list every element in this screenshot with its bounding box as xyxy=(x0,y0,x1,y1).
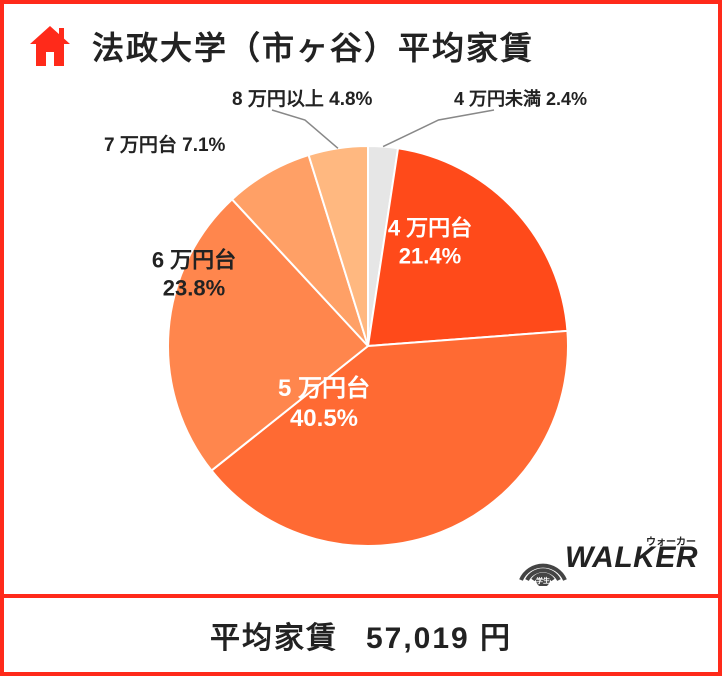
leader-line xyxy=(383,110,494,147)
slice-label: 6 万円台23.8% xyxy=(152,247,236,302)
slice-label: 4 万円未満 2.4% xyxy=(454,88,587,111)
footer-text: 平均家賃 57,019 円 xyxy=(210,613,512,657)
main-area: 法政大学（市ヶ谷）平均家賃 4 万円未満 2.4% 4 万円台21.4% 5 万円台… xyxy=(4,4,718,594)
page-title: 法政大学（市ヶ谷）平均家賃 xyxy=(92,23,534,69)
logo-arcs-icon: 学生 xyxy=(515,530,571,586)
header: 法政大学（市ヶ谷）平均家賃 xyxy=(4,4,718,70)
slice-label: 8 万円以上 4.8% xyxy=(232,88,372,112)
logo-badge-text: 学生 xyxy=(536,576,550,585)
infographic-frame: 法政大学（市ヶ谷）平均家賃 4 万円未満 2.4% 4 万円台21.4% 5 万円台… xyxy=(0,0,722,676)
logo-ruby-text: ウォーカー xyxy=(646,533,696,548)
footer-bar: 平均家賃 57,019 円 xyxy=(4,594,718,672)
brand-logo: 学生 WALKER ウォーカー xyxy=(515,530,698,586)
footer-value: 57,019 円 xyxy=(366,622,512,655)
pie-chart: 4 万円未満 2.4% 4 万円台21.4% 5 万円台40.5% 6 万円台23.8… xyxy=(4,84,718,584)
leader-line xyxy=(272,110,338,148)
logo-text: WALKER ウォーカー xyxy=(565,541,698,575)
house-icon xyxy=(26,22,74,70)
pie-svg xyxy=(168,146,568,546)
footer-label: 平均家賃 xyxy=(210,622,338,655)
slice-label: 7 万円台 7.1% xyxy=(104,134,225,158)
slice-label: 5 万円台40.5% xyxy=(278,374,370,434)
slice-label: 4 万円台21.4% xyxy=(388,215,472,270)
